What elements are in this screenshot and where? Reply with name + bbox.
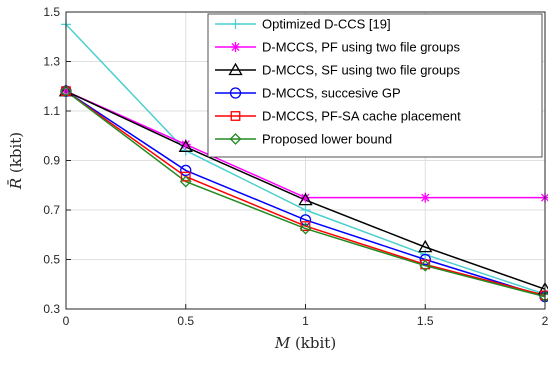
y-tick-label: 0.9 [43, 154, 60, 168]
series-2-point [300, 192, 311, 203]
ticks: 0 0.5 1 1.5 2 0.3 0.5 0.7 0.9 1.1 1.3 1.5 [43, 5, 548, 328]
y-tick-label: 0.5 [43, 253, 60, 267]
legend-entry-label: D-MCCS, PF using two file groups [262, 40, 460, 55]
y-axis-label: R̄ (kbit) [7, 132, 25, 190]
series-line-4 [65, 90, 546, 298]
x-tick-label: 0.5 [177, 314, 194, 328]
x-axis-symbol: M [274, 334, 291, 352]
series-3-point [178, 139, 193, 153]
legend-entry-label: D-MCCS, SF using two file groups [262, 63, 460, 78]
series-2-point [420, 192, 431, 203]
legend-marker [230, 111, 241, 121]
y-axis-unit: (kbit) [7, 132, 25, 173]
series-5-point [300, 221, 311, 231]
y-tick-label: 1.3 [43, 55, 60, 69]
legend: Optimized D-CCS [19] D-MCCS, PF using two… [207, 13, 543, 158]
x-tick-label: 1.5 [417, 314, 434, 328]
legend-entry-label: D-MCCS, succesive GP [262, 86, 401, 101]
y-axis-symbol: R̄ [7, 178, 25, 190]
legend-box [207, 13, 543, 158]
series-line-5 [65, 90, 546, 297]
series-4-point [299, 214, 312, 226]
x-tick-label: 1 [302, 314, 309, 328]
legend-marker [229, 87, 242, 99]
legend-entry-label: Proposed lower bound [262, 132, 392, 147]
series-3-point [298, 192, 313, 206]
x-axis-label: M (kbit) [274, 334, 336, 352]
series-6-point [299, 222, 312, 235]
legend-marker [229, 133, 242, 145]
series-lines [65, 23, 546, 298]
series-2-point [180, 139, 191, 150]
series-line-6 [65, 90, 546, 298]
series-4-point [180, 164, 192, 177]
legend-marker [230, 19, 241, 29]
series-6-point [179, 175, 192, 188]
series-4-point [419, 253, 431, 266]
legend-marker [230, 42, 241, 52]
legend-marker [228, 62, 243, 76]
x-tick-label: 0 [63, 314, 70, 328]
y-tick-label: 0.3 [43, 302, 60, 316]
y-tick-label: 1.1 [43, 104, 60, 118]
legend-entry-label: Optimized D-CCS [19] [262, 17, 391, 32]
series-5-point [180, 171, 191, 182]
legend-entry-label: D-MCCS, PF-SA cache placement [262, 109, 461, 124]
y-tick-label: 0.7 [43, 203, 60, 217]
series-1-point [300, 205, 311, 215]
x-tick-label: 2 [542, 314, 548, 328]
series-3-point [418, 239, 433, 253]
x-axis-unit: (kbit) [295, 334, 336, 352]
series-6-point [419, 259, 432, 272]
y-tick-label: 1.5 [43, 5, 60, 19]
